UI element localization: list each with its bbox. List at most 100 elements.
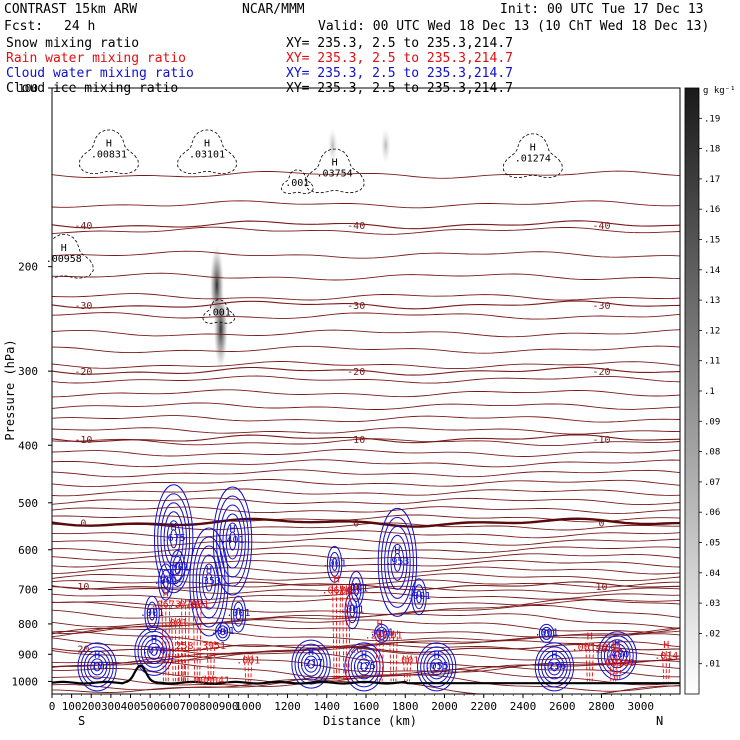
cloud-water-contour	[416, 590, 422, 604]
isotherm-label: 0	[80, 519, 86, 530]
rain-water-contour	[332, 585, 335, 682]
cloud-water-contour	[169, 529, 178, 549]
isotherm	[52, 226, 680, 235]
x-tick-label: 1800	[392, 700, 419, 713]
isotherm-label: -30	[74, 301, 92, 312]
cloud-water-contour	[80, 646, 114, 688]
x-axis-title: Distance (km)	[323, 714, 417, 728]
isotherm	[52, 592, 680, 601]
cloud-ice-max-marker: H	[332, 158, 338, 169]
isotherm-label: 20	[350, 644, 362, 655]
rain-water-contour	[250, 655, 253, 682]
x-tick-label: 1000	[235, 700, 262, 713]
cloud-water-contours	[77, 484, 637, 692]
isotherm	[52, 200, 680, 209]
isotherm	[52, 469, 680, 478]
cloud-water-contour	[346, 598, 358, 624]
isotherm	[52, 627, 680, 642]
cloud-ice-contour	[304, 148, 365, 194]
cloud-water-max-value: .001	[154, 576, 178, 587]
cloud-water-contour	[198, 554, 220, 610]
rain-water-max-value: .00148	[572, 642, 608, 653]
snow-maximum-shade	[327, 127, 338, 164]
cloud-ice-max-value: .01274	[515, 154, 551, 165]
y-tick-label: 800	[18, 618, 38, 631]
labeled-isotherm	[52, 300, 680, 310]
isotherm	[52, 250, 680, 259]
cloud-water-contour	[291, 639, 331, 689]
cloud-water-contour	[222, 513, 243, 569]
cloud-water-contour	[134, 626, 174, 676]
y-axis-title: Pressure (hPa)	[3, 339, 17, 440]
cloud-water-contour	[377, 507, 418, 617]
isotherm	[52, 530, 680, 539]
cloud-water-contour	[329, 551, 340, 577]
rain-water-contour	[212, 640, 216, 682]
cloud-water-contour	[233, 601, 244, 627]
isotherm	[52, 488, 680, 497]
isotherm	[52, 579, 680, 588]
cloud-water-contour	[195, 545, 223, 619]
y-tick-label: 200	[18, 261, 38, 274]
colorbar-tick-label: .14	[704, 266, 720, 276]
cloud-water-contour	[393, 552, 402, 572]
x-tick-label: 2600	[549, 700, 576, 713]
isotherm-label: 0	[598, 519, 604, 530]
colorbar-tick-label: .13	[704, 296, 720, 306]
x-tick-label: 900	[219, 700, 239, 713]
cloud-water-max-value: .001	[344, 584, 368, 595]
rain-water-max-value: .078	[173, 600, 197, 611]
y-tick-label: 1000	[12, 675, 39, 688]
cloud-ice-contours	[52, 129, 563, 324]
colorbar-tick-label: .04	[704, 569, 720, 579]
rain-water-contour	[615, 642, 618, 682]
rain-water-max-marker: H	[663, 640, 669, 651]
cloud-water-contour	[77, 642, 117, 692]
y-tick-label: 600	[18, 544, 38, 557]
cloud-water-contour	[192, 536, 226, 628]
rain-water-contour	[183, 640, 186, 682]
rain-water-contour	[177, 617, 181, 682]
isotherm	[52, 631, 680, 648]
cloud-water-max-marker: H	[206, 565, 212, 576]
cloud-water-contour	[374, 623, 390, 643]
rain-water-contour	[181, 599, 184, 682]
cloud-water-contour	[413, 584, 425, 610]
isotherm	[52, 560, 680, 568]
cloud-water-contour	[376, 626, 388, 640]
rain-water-contour	[591, 642, 595, 682]
cloud-water-contour	[87, 654, 108, 680]
cloud-water-contour	[416, 642, 457, 692]
y-tick-label: 700	[18, 584, 38, 597]
cloud-water-contour	[93, 662, 101, 672]
cloud-water-contour	[294, 643, 328, 685]
rain-water-contour	[619, 658, 622, 682]
model-title: CONTRAST 15km ARW	[4, 2, 137, 17]
y-tick-label: 300	[18, 365, 38, 378]
cloud-water-contour	[326, 545, 343, 583]
isotherm-label: -10	[74, 435, 92, 446]
cloud-water-contour	[537, 646, 571, 688]
cloud-ice-max-marker: H	[61, 243, 67, 254]
cloud-water-contour	[143, 638, 165, 664]
cloud-ice-contour	[281, 169, 314, 194]
cloud-water-contour	[390, 543, 405, 581]
x-tick-label: 800	[199, 700, 219, 713]
rain-water-contour	[206, 640, 210, 682]
cloud-water-max-value: .001	[226, 608, 250, 619]
isotherm-label: -40	[74, 221, 92, 232]
rain-water-contour	[192, 599, 196, 682]
x-tick-label: 400	[121, 700, 141, 713]
rain-water-max-value: .258	[169, 641, 193, 652]
x-tick-label: 300	[101, 700, 121, 713]
cloud-water-contour	[166, 520, 181, 558]
cloud-ice-max-value: .03754	[317, 169, 353, 180]
colorbar: g kg⁻¹ .01 .02 .03 .04 .05 .06 .07 .08 .09 .1 .11.…	[684, 86, 736, 695]
rain-water-contour	[210, 675, 214, 682]
rain-water-contour	[409, 655, 412, 682]
cloud-water-contour	[172, 555, 183, 581]
cloud-water-contour	[90, 658, 105, 676]
isotherm-label: -30	[592, 301, 610, 312]
cloud-water-max-marker: H	[308, 647, 314, 658]
x-tick-label: 200	[81, 700, 101, 713]
